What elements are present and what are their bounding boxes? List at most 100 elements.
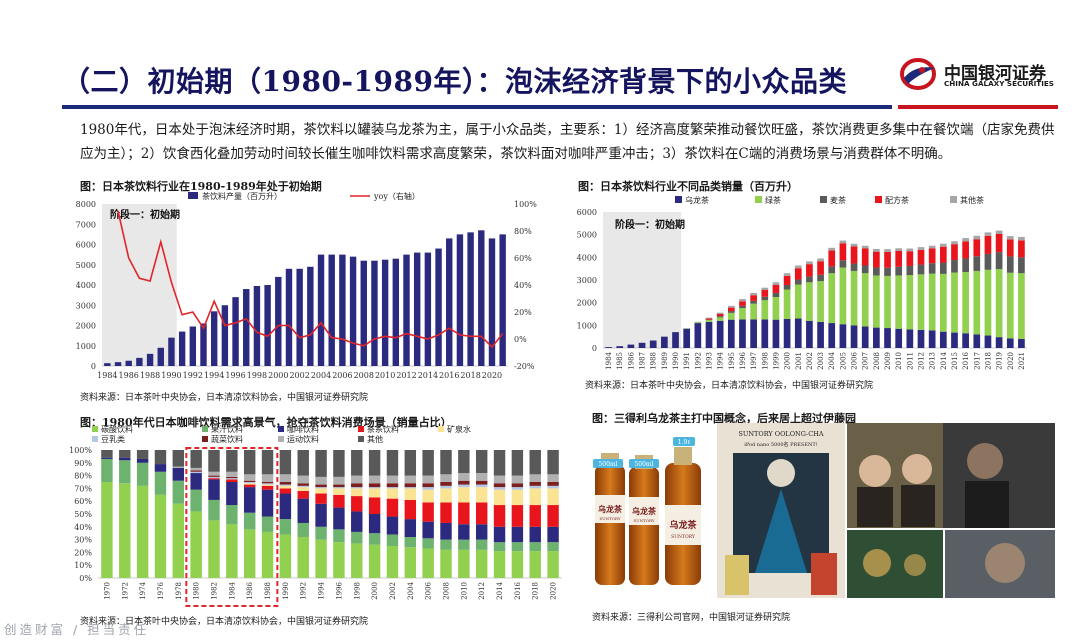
fig2-xtick: 2003 bbox=[817, 352, 825, 370]
fig3-bar-segment bbox=[243, 480, 256, 482]
fig2-bar-segment bbox=[1006, 236, 1014, 240]
fig3-bar-segment bbox=[529, 482, 541, 486]
fig2-xtick: 2015 bbox=[951, 352, 959, 370]
fig3-bar-segment bbox=[368, 475, 381, 484]
fig2-xtick: 2018 bbox=[984, 352, 992, 370]
fig2-bar-segment bbox=[772, 297, 780, 320]
fig2-ytick: 6000 bbox=[577, 208, 597, 217]
fig3-legend-label: 碳酸饮料 bbox=[101, 424, 133, 434]
fig3-bar-segment bbox=[440, 539, 452, 550]
fig2-bar-segment bbox=[906, 275, 914, 330]
fig2-legend-swatch bbox=[675, 196, 682, 203]
fig2-bar-segment bbox=[739, 301, 746, 306]
fig1-bar bbox=[381, 259, 389, 366]
fig2-bar-segment bbox=[828, 247, 836, 251]
fig3-bar-segment bbox=[297, 498, 309, 523]
fig2-bar-segment bbox=[873, 275, 880, 328]
fig3-bar-segment bbox=[190, 511, 202, 578]
fig3-legend-swatch bbox=[92, 436, 98, 442]
fig3-bar-segment bbox=[279, 450, 292, 475]
fig3-bar-segment bbox=[226, 479, 238, 482]
fig1-xtick: 1986 bbox=[119, 371, 139, 380]
fig3-bar-segment bbox=[422, 521, 434, 539]
fig2-bar-segment bbox=[1006, 272, 1014, 339]
fig3-bar-segment bbox=[458, 484, 470, 488]
fig2-bar-segment bbox=[794, 279, 802, 285]
fig3-bar-segment bbox=[547, 526, 559, 543]
fig3-xtick: 1990 bbox=[282, 582, 290, 600]
fig1-bar bbox=[339, 254, 346, 366]
fig3-bar-segment bbox=[190, 471, 202, 474]
fig2-bar-segment bbox=[794, 265, 802, 269]
fig2-legend-swatch bbox=[755, 196, 762, 203]
fig2-bar-segment bbox=[806, 282, 813, 321]
fig3-bar-segment bbox=[475, 549, 488, 578]
fig3-bar-segment bbox=[101, 482, 113, 578]
fig2-bar-segment bbox=[1006, 239, 1014, 257]
fig3-xtick: 1972 bbox=[121, 582, 129, 600]
fig3-bar-segment bbox=[333, 450, 345, 477]
fig2-bar-segment bbox=[917, 249, 925, 265]
fig2-bar-segment bbox=[951, 241, 958, 245]
fig2-bar-segment bbox=[828, 323, 836, 348]
fig3-bar-segment bbox=[208, 479, 220, 500]
fig2-xtick: 2004 bbox=[828, 351, 836, 369]
fig3-bar-segment bbox=[226, 478, 238, 480]
fig3-bar-segment bbox=[368, 450, 381, 476]
fig4-caption: 图：三得利乌龙茶主打中国概念，后来居上超过伊藤园 bbox=[592, 412, 856, 425]
fig2-xtick: 2013 bbox=[929, 352, 937, 370]
fig3-bar-segment bbox=[351, 496, 363, 512]
fig2-xtick: 2012 bbox=[918, 352, 926, 370]
fig3-legend-swatch bbox=[438, 426, 444, 432]
fig2-ytick: 4000 bbox=[577, 253, 597, 262]
fig3-bar-segment bbox=[279, 488, 292, 494]
fig2-xtick: 1990 bbox=[672, 352, 680, 370]
fig1-yoy-line bbox=[117, 210, 504, 349]
fig2-bar-segment bbox=[727, 305, 735, 308]
fig2-bar-segment bbox=[750, 319, 757, 348]
fig2-legend-swatch bbox=[820, 196, 827, 203]
fig3-bar-segment bbox=[404, 488, 417, 500]
fig3-bar-segment bbox=[315, 526, 327, 540]
bottle-2-volume: 500ml bbox=[634, 461, 653, 468]
fig2-bar-segment bbox=[761, 300, 769, 320]
fig1-bar bbox=[125, 360, 132, 366]
fig2-bar-segment bbox=[1018, 236, 1025, 241]
fig3-xtick: 1984 bbox=[228, 581, 236, 599]
fig2-bar-segment bbox=[638, 342, 646, 348]
fig3-bar-segment bbox=[297, 475, 309, 484]
fig1-ytick: 1000 bbox=[76, 342, 96, 351]
fig1-xtick: 2016 bbox=[439, 371, 459, 380]
fig3-bar-segment bbox=[493, 475, 506, 484]
fig2-xtick: 2020 bbox=[1007, 352, 1015, 370]
fig2-xtick: 2001 bbox=[795, 352, 803, 370]
fig2-legend-label: 乌龙茶 bbox=[685, 195, 709, 205]
fig2-bar-segment bbox=[839, 324, 847, 348]
fig1-bar bbox=[435, 248, 442, 366]
fig1-legend-line: yoy（右轴） bbox=[373, 191, 420, 201]
fig3-bar-segment bbox=[208, 520, 220, 578]
fig3-bar-segment bbox=[547, 450, 559, 475]
fig1-y2tick: 60% bbox=[514, 254, 532, 263]
fig3-bar-segment bbox=[475, 487, 488, 503]
fig1-bar bbox=[136, 357, 143, 366]
fig1-y2tick: 0% bbox=[514, 335, 527, 344]
fig3-bar-segment bbox=[279, 519, 292, 535]
fig1-xtick: 2018 bbox=[460, 371, 480, 380]
bottle-3-brand: SUNTORY bbox=[671, 534, 696, 540]
fig3-bar-segment bbox=[440, 482, 452, 486]
fig2-bar-segment bbox=[649, 340, 657, 348]
fig3-xtick: 2010 bbox=[460, 582, 468, 600]
fig3-legend-swatch bbox=[358, 436, 364, 442]
fig2-bar-segment bbox=[850, 325, 858, 348]
fig2-xtick: 2005 bbox=[839, 352, 847, 370]
fig3-bar-segment bbox=[154, 471, 167, 495]
fig3-bar-segment bbox=[208, 499, 220, 521]
fig2-bar-segment bbox=[828, 273, 836, 324]
fig1-bar bbox=[424, 252, 432, 366]
fig2-bar-segment bbox=[928, 248, 936, 264]
fig3-bar-segment bbox=[243, 529, 256, 578]
fig3-bar-segment bbox=[386, 487, 399, 489]
fig3-bar-segment bbox=[136, 458, 149, 463]
fig2-bar-segment bbox=[1018, 257, 1025, 274]
